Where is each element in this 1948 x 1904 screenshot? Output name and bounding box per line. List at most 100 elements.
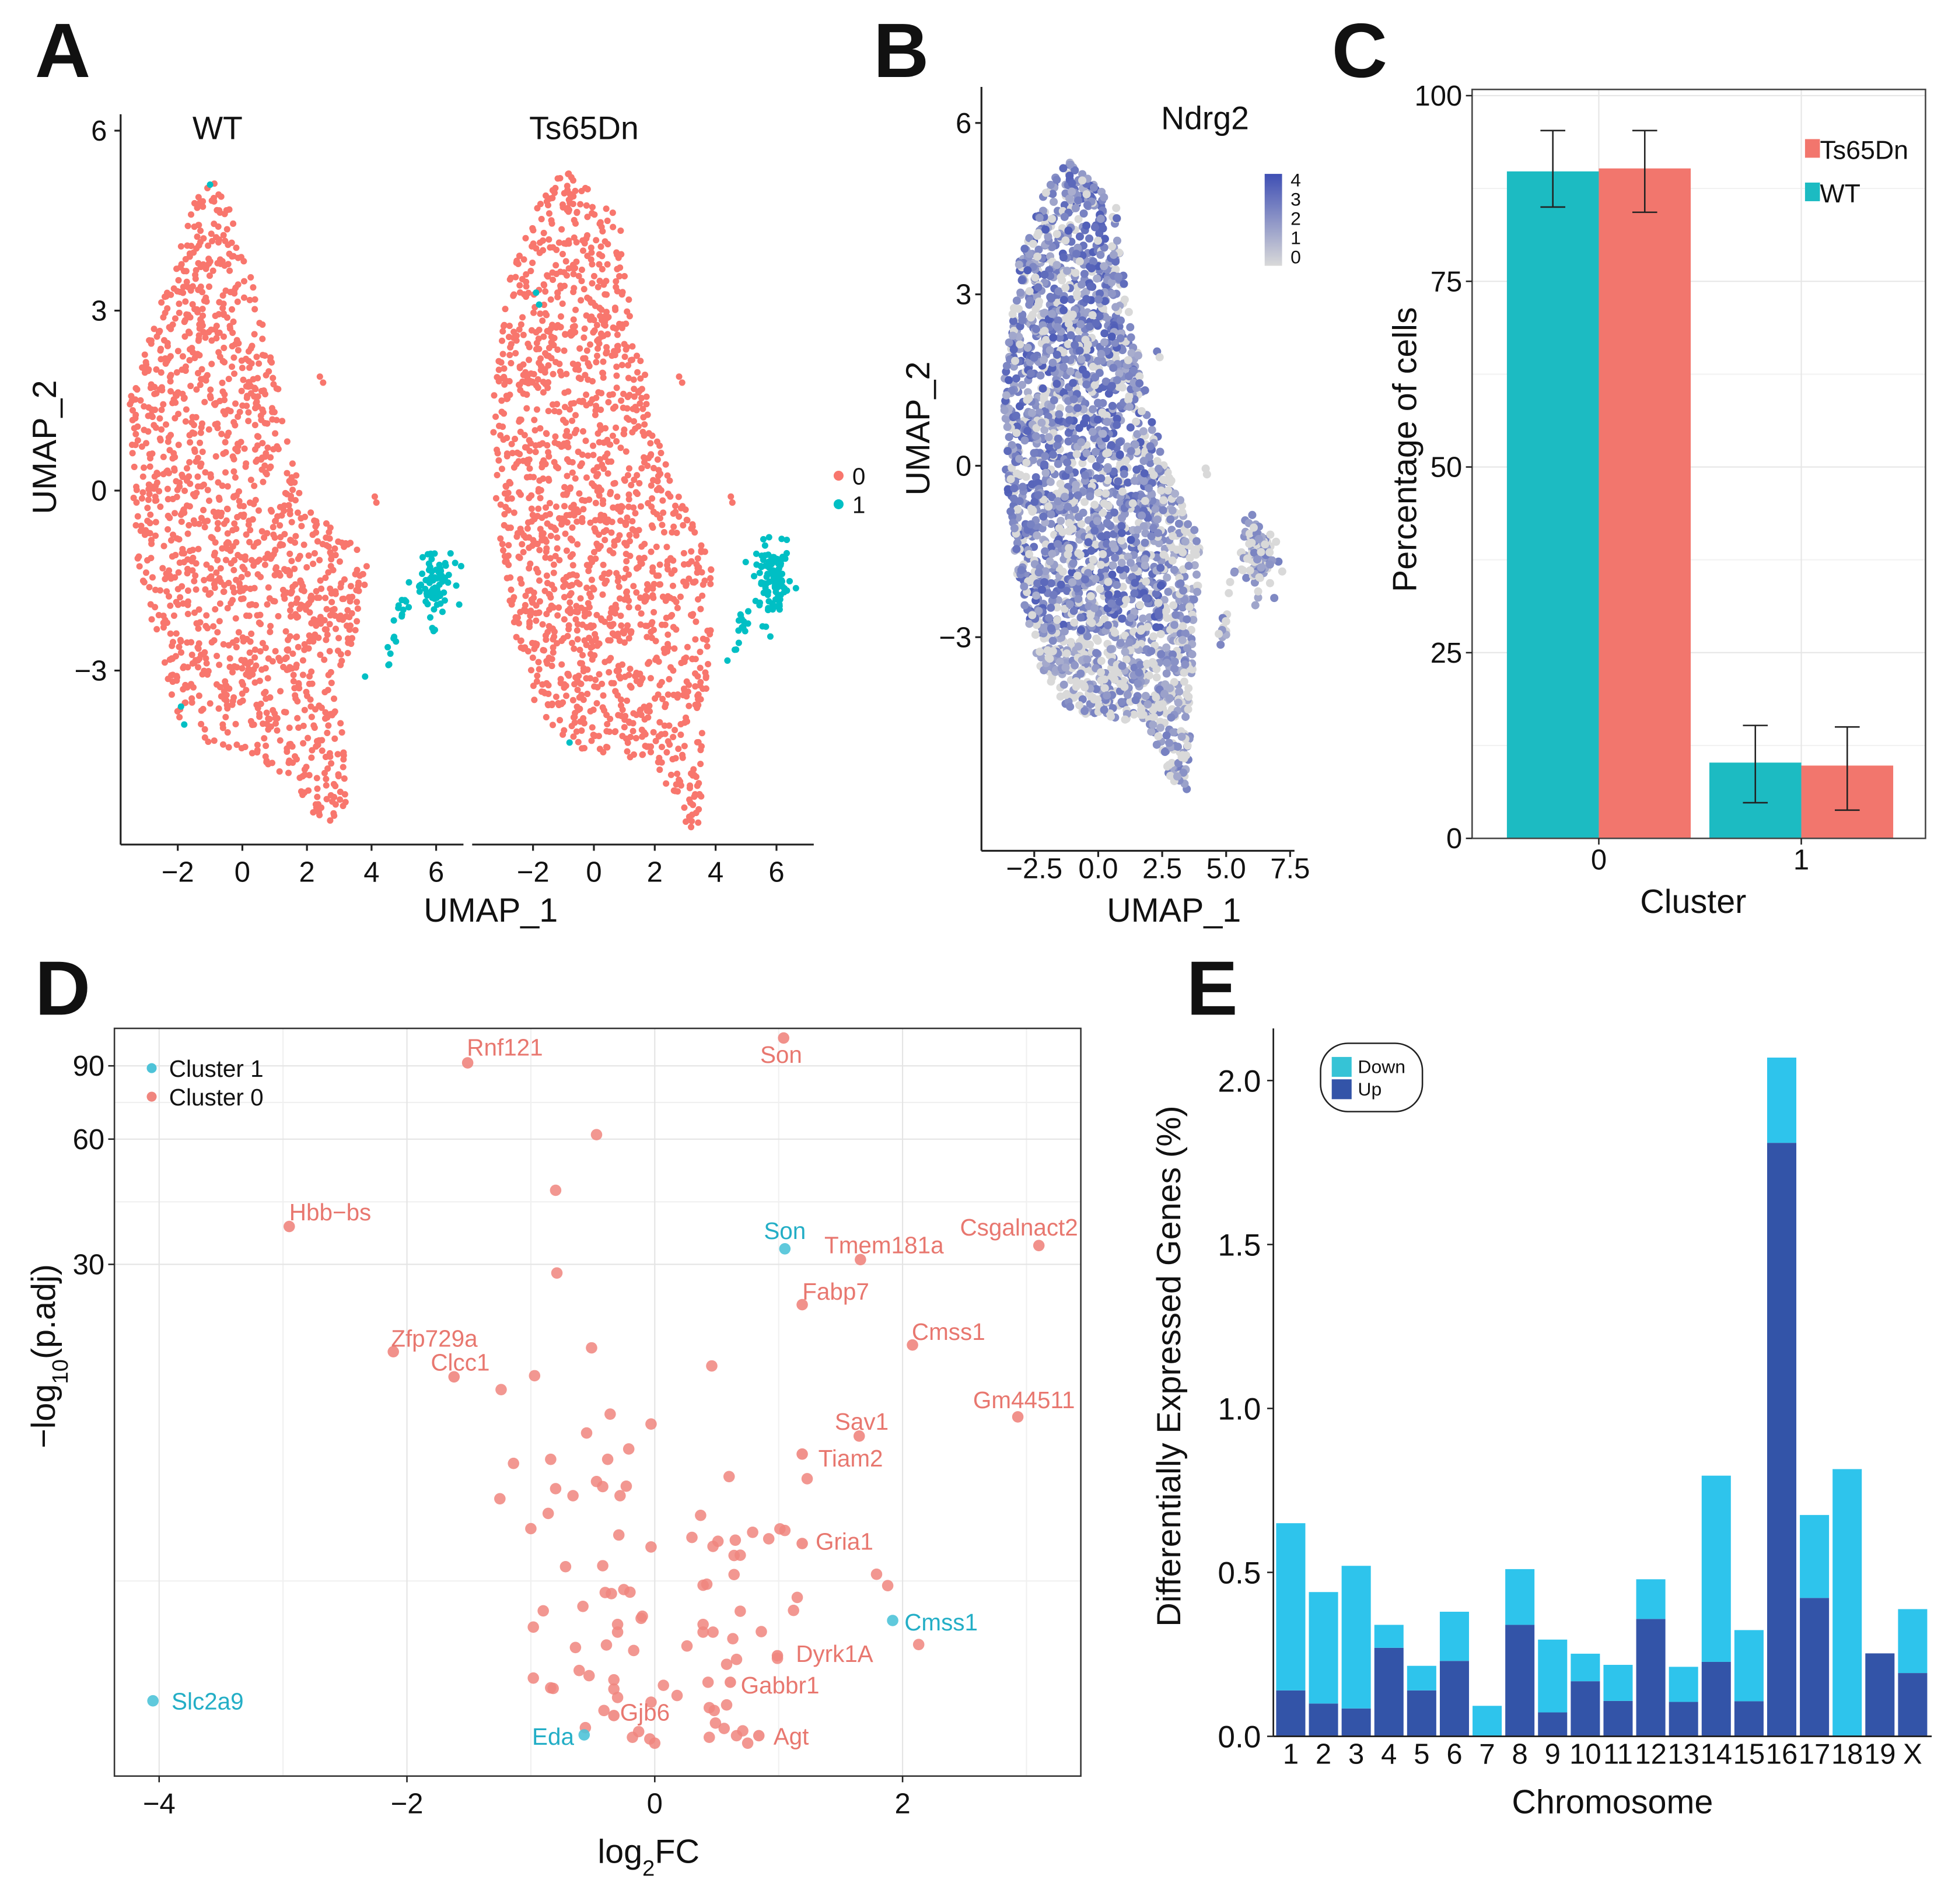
cell-point-cluster-0 — [627, 666, 634, 673]
cell-point-cluster-1 — [772, 580, 779, 587]
legend-key-1 — [833, 499, 844, 509]
cell-point-cluster-0 — [313, 743, 320, 750]
cell-point-cluster-0 — [543, 713, 550, 720]
cell-point-cluster-0 — [221, 397, 228, 404]
cell-point-cluster-0 — [199, 449, 206, 456]
cell-point-expression — [1157, 486, 1166, 495]
cell-point-cluster-0 — [219, 741, 226, 748]
cell-point-cluster-0 — [316, 373, 323, 380]
cell-point-cluster-0 — [563, 370, 570, 377]
cell-point-cluster-0 — [338, 657, 345, 664]
cell-point-cluster-1 — [431, 606, 438, 613]
cell-point-cluster-0 — [537, 310, 544, 317]
cell-point-cluster-0 — [261, 735, 268, 742]
cell-point-cluster-1 — [744, 620, 751, 627]
cell-point-cluster-0 — [222, 439, 229, 446]
cell-point-cluster-0 — [662, 461, 669, 468]
cell-point-cluster-0 — [653, 487, 660, 494]
cell-point-cluster-0 — [248, 630, 255, 637]
cell-point-cluster-0 — [332, 782, 339, 790]
cell-point-cluster-0 — [180, 685, 187, 693]
legend-key-0 — [833, 470, 844, 481]
cell-point-cluster-0 — [520, 331, 527, 338]
cell-point-cluster-0 — [597, 219, 604, 226]
cell-point-cluster-0 — [157, 347, 164, 354]
cell-point-cluster-0 — [569, 639, 576, 646]
cell-point-cluster-0 — [172, 552, 179, 559]
cell-point-cluster-0 — [621, 724, 628, 731]
cell-point-cluster-0 — [247, 274, 254, 281]
cell-point-cluster-0 — [505, 542, 512, 549]
cell-point-cluster-0 — [663, 780, 670, 787]
cell-point-cluster-0 — [594, 337, 601, 344]
cell-point-cluster-0 — [225, 376, 232, 383]
cell-point-cluster-0 — [648, 548, 655, 555]
cell-point-cluster-0 — [605, 398, 612, 406]
cell-point-cluster-0 — [589, 584, 596, 592]
cell-point-cluster-0 — [502, 306, 509, 313]
cell-point-expression — [1092, 685, 1100, 694]
cell-point-cluster-0 — [596, 439, 603, 446]
cell-point-cluster-0 — [162, 617, 169, 624]
cell-point-cluster-0 — [233, 741, 240, 748]
cell-point-expression — [1064, 340, 1072, 349]
cell-point-expression — [1175, 687, 1184, 696]
cell-point-cluster-0 — [507, 574, 514, 581]
cell-point-cluster-0 — [562, 419, 569, 426]
y-tick-label: 3 — [956, 279, 971, 311]
cell-point-cluster-0 — [549, 194, 556, 201]
cell-point-cluster-0 — [265, 726, 272, 733]
cell-point-cluster-0 — [254, 393, 261, 400]
cell-point-expression — [1187, 625, 1195, 634]
facet-title: WT — [193, 110, 243, 146]
cell-point-cluster-1 — [405, 579, 412, 586]
cell-point-cluster-0 — [524, 340, 531, 347]
cell-point-cluster-0 — [614, 631, 621, 638]
cell-point-cluster-1 — [756, 569, 763, 576]
cell-point-expression — [1138, 614, 1148, 623]
cell-point-cluster-0 — [297, 577, 304, 584]
cell-point-cluster-0 — [198, 514, 205, 522]
cell-point-cluster-0 — [677, 720, 684, 728]
cell-point-expression — [1002, 362, 1011, 370]
cell-point-cluster-0 — [251, 654, 258, 661]
cell-point-cluster-1 — [395, 604, 402, 611]
cell-point-cluster-0 — [729, 499, 736, 506]
cell-point-cluster-0 — [344, 607, 351, 614]
cell-point-cluster-0 — [543, 572, 550, 579]
cell-point-cluster-0 — [213, 323, 220, 330]
cell-point-cluster-0 — [265, 715, 272, 722]
cell-point-cluster-0 — [169, 678, 176, 685]
cell-point-cluster-0 — [141, 531, 148, 538]
cell-point-cluster-0 — [689, 655, 696, 662]
cell-point-cluster-0 — [663, 749, 670, 756]
cell-point-cluster-0 — [342, 540, 349, 547]
cell-point-cluster-0 — [529, 654, 536, 662]
cell-point-cluster-0 — [240, 511, 247, 518]
cell-point-expression — [1113, 414, 1121, 423]
cell-point-cluster-0 — [519, 314, 526, 321]
cell-point-cluster-1 — [770, 554, 777, 561]
cell-point-cluster-0 — [198, 376, 205, 383]
cell-point-cluster-0 — [610, 223, 617, 230]
cell-point-cluster-0 — [594, 642, 601, 649]
cell-point-cluster-0 — [587, 650, 594, 657]
cell-point-expression — [1156, 624, 1164, 632]
cell-point-cluster-0 — [149, 574, 156, 581]
cell-point-cluster-0 — [539, 440, 546, 447]
cell-point-cluster-0 — [318, 704, 325, 711]
cell-point-cluster-0 — [688, 824, 695, 831]
cell-point-cluster-0 — [138, 443, 145, 450]
cell-point-cluster-0 — [219, 379, 226, 386]
y-tick-label: −3 — [939, 622, 971, 653]
cell-point-cluster-0 — [697, 747, 704, 754]
cell-point-cluster-0 — [561, 594, 568, 601]
cell-point-cluster-0 — [584, 690, 591, 698]
cell-point-cluster-0 — [222, 713, 229, 720]
cell-point-expression — [1163, 614, 1171, 622]
cell-point-cluster-0 — [346, 626, 353, 633]
cell-point-cluster-0 — [162, 421, 170, 428]
cell-point-cluster-0 — [267, 694, 274, 701]
cell-point-cluster-0 — [337, 796, 344, 803]
cell-point-cluster-0 — [259, 406, 266, 413]
